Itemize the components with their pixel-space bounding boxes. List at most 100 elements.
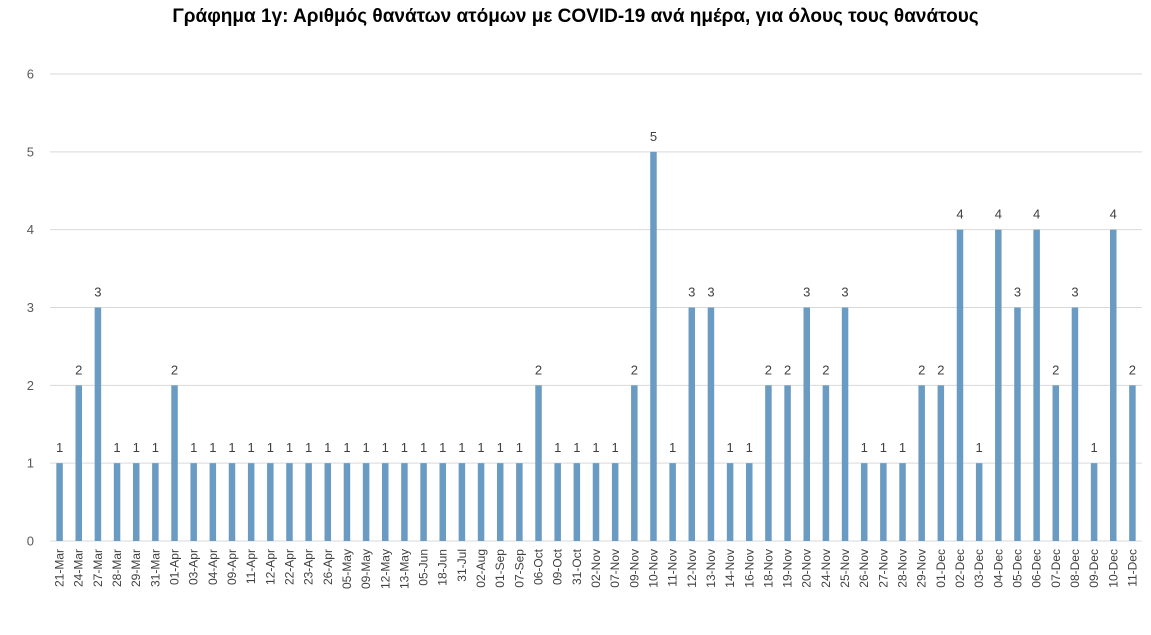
data-label: 2 <box>75 362 82 377</box>
data-label: 1 <box>592 440 599 455</box>
data-label: 1 <box>669 440 676 455</box>
data-label: 1 <box>267 440 274 455</box>
bar-05-Jun <box>420 463 427 541</box>
data-label: 1 <box>573 440 580 455</box>
bar-08-Dec <box>1071 307 1079 541</box>
bar-26-Apr <box>324 463 332 541</box>
data-label: 4 <box>1033 207 1040 222</box>
x-axis-ticks: 21-Mar 24-Mar 27-Mar 28-Mar 29-Mar 31-Mar 01-A… <box>53 548 1140 589</box>
bar-19-Nov <box>784 385 791 541</box>
bar-29-Nov <box>918 385 925 541</box>
x-tick-label: 21-Mar <box>53 549 67 587</box>
x-tick-label: 26-Nov <box>857 549 871 588</box>
bar-28-Nov <box>899 463 906 541</box>
bar-09-Apr <box>228 463 236 541</box>
x-tick-label: 03-Apr <box>187 549 201 585</box>
bar-24-Nov <box>822 385 830 541</box>
x-tick-label: 07-Nov <box>608 549 622 588</box>
data-label: 3 <box>803 285 810 300</box>
bar-23-Apr <box>305 463 312 541</box>
bar-02-Dec <box>956 229 964 541</box>
data-label: 1 <box>343 440 350 455</box>
x-tick-label: 03-Dec <box>972 549 986 588</box>
data-label: 1 <box>286 440 293 455</box>
x-tick-label: 02-Aug <box>474 549 488 588</box>
bars <box>56 151 1136 542</box>
y-axis-ticks: 0 1 2 3 4 5 6 <box>27 67 34 549</box>
x-tick-label: 18-Jun <box>436 549 450 586</box>
bar-03-Apr <box>190 463 197 541</box>
x-tick-label: 10-Dec <box>1106 549 1120 588</box>
x-tick-label: 31-Mar <box>148 549 162 587</box>
data-label: 1 <box>861 440 868 455</box>
data-label: 2 <box>822 362 829 377</box>
data-label: 1 <box>477 440 484 455</box>
bar-09-May <box>362 463 370 541</box>
data-label: 1 <box>880 440 887 455</box>
x-tick-label: 04-Dec <box>991 549 1005 588</box>
y-tick-label: 6 <box>27 67 34 82</box>
x-tick-label: 04-Apr <box>206 549 220 585</box>
bar-28-Mar <box>113 463 121 541</box>
data-label: 1 <box>209 440 216 455</box>
data-label: 2 <box>1129 362 1136 377</box>
bar-09-Nov <box>631 385 638 541</box>
bar-12-May <box>382 463 389 541</box>
x-tick-label: 13-Nov <box>704 549 718 588</box>
x-tick-label: 07-Dec <box>1049 549 1063 588</box>
bar-07-Nov <box>611 463 619 541</box>
bar-21-Mar <box>56 463 63 541</box>
data-label: 1 <box>401 440 408 455</box>
y-tick-label: 3 <box>27 300 34 315</box>
bar-24-Mar <box>75 385 82 541</box>
y-tick-label: 5 <box>27 144 34 159</box>
bar-05-May <box>343 463 351 541</box>
x-tick-label: 09-Oct <box>551 548 565 585</box>
data-label: 1 <box>746 440 753 455</box>
data-label: 5 <box>650 129 657 144</box>
x-tick-label: 02-Nov <box>589 549 603 588</box>
x-tick-label: 28-Mar <box>110 549 124 587</box>
data-label: 1 <box>324 440 331 455</box>
y-tick-label: 0 <box>27 534 34 549</box>
data-label: 3 <box>1014 285 1021 300</box>
bar-31-Oct <box>573 463 581 541</box>
x-tick-label: 20-Nov <box>800 549 814 588</box>
data-label: 1 <box>439 440 446 455</box>
data-label: 1 <box>976 440 983 455</box>
data-label: 2 <box>784 362 791 377</box>
x-tick-label: 01-Dec <box>934 549 948 588</box>
data-label: 1 <box>152 440 159 455</box>
bar-13-May <box>401 463 408 541</box>
bar-07-Sep <box>516 463 523 541</box>
bar-10-Nov <box>650 151 657 542</box>
data-label: 2 <box>937 362 944 377</box>
x-tick-label: 05-May <box>340 549 354 589</box>
bar-31-Mar <box>152 463 159 541</box>
bar-12-Apr <box>267 463 274 541</box>
bar-12-Nov <box>688 307 696 541</box>
bar-01-Apr <box>171 385 178 541</box>
x-tick-label: 22-Apr <box>282 549 296 585</box>
data-label: 1 <box>1090 440 1097 455</box>
data-label: 2 <box>765 362 772 377</box>
x-tick-label: 16-Nov <box>742 549 756 588</box>
bar-11-Dec <box>1129 385 1136 541</box>
x-tick-label: 23-Apr <box>302 549 316 585</box>
x-tick-label: 28-Nov <box>896 549 910 588</box>
data-label: 3 <box>688 285 695 300</box>
bar-06-Oct <box>535 385 542 541</box>
x-tick-label: 31-Oct <box>570 548 584 585</box>
data-label: 4 <box>1110 207 1117 222</box>
bar-03-Dec <box>975 463 983 541</box>
x-tick-label: 02-Dec <box>953 549 967 588</box>
y-tick-label: 2 <box>27 378 34 393</box>
x-tick-label: 09-Apr <box>225 549 239 585</box>
bar-04-Apr <box>209 463 217 541</box>
x-tick-label: 06-Dec <box>1030 549 1044 588</box>
x-tick-label: 09-May <box>359 549 373 589</box>
x-tick-label: 12-Nov <box>685 549 699 588</box>
data-label: 3 <box>841 285 848 300</box>
data-label: 1 <box>305 440 312 455</box>
